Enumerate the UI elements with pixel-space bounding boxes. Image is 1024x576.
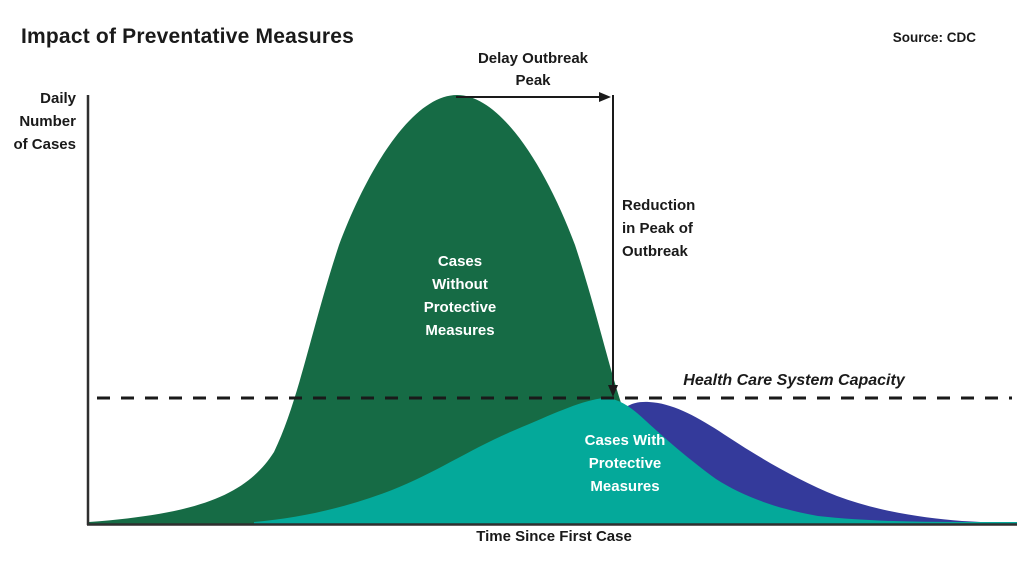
capacity-label: Health Care System Capacity [683,372,905,389]
delay-annotation: Delay Outbreak Peak [477,50,589,89]
reduction-annotation: Reduction in Peak of Outbreak [622,197,696,260]
delay-arrow [456,92,611,102]
curve-without-label: Cases Without Protective Measures [423,253,497,339]
source-label: Source: CDC [892,30,976,45]
x-axis-label: Time Since First Case [476,528,632,545]
chart-title: Impact of Preventative Measures [21,25,355,48]
curve-without-measures-area [89,95,825,524]
y-axis-label: Daily Number of Cases [13,90,76,153]
curve-with-label: Cases With Protective Measures [584,432,666,495]
curve-with-measures-area [254,398,1017,524]
reduction-arrow [608,95,618,397]
